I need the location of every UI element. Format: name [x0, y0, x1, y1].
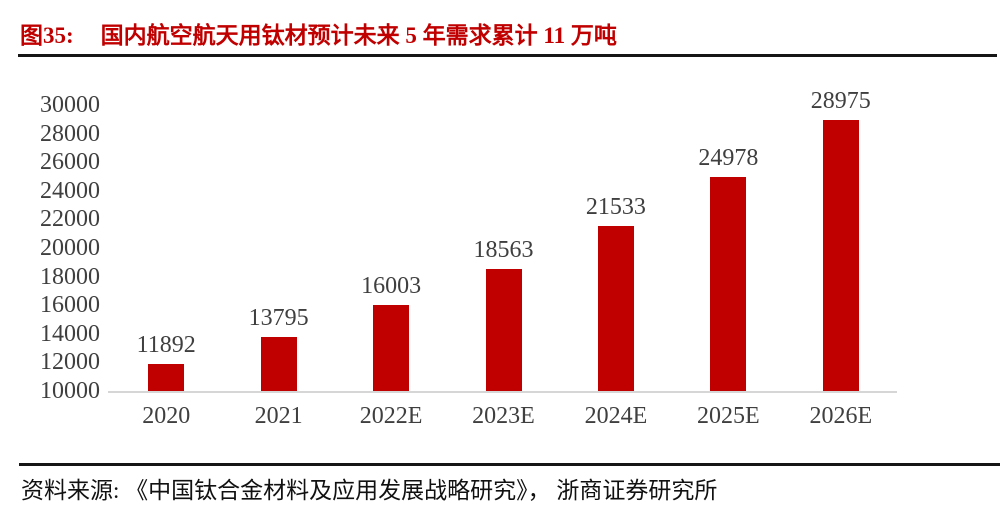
bar-value-label: 18563 [473, 236, 534, 263]
x-tick-label: 2025E [697, 403, 760, 429]
bar [148, 363, 185, 391]
bar-value-label: 11892 [136, 331, 196, 358]
bar-value-label: 16003 [361, 273, 422, 300]
x-axis-line [108, 391, 897, 393]
x-tick-label: 2023E [472, 403, 535, 429]
y-tick-label: 28000 [40, 120, 100, 147]
y-tick-label: 10000 [40, 378, 100, 404]
bar [822, 119, 859, 391]
y-tick-label: 12000 [40, 349, 100, 376]
bar [597, 226, 634, 391]
figure-number: 图35: [20, 23, 74, 48]
footer-divider [19, 463, 1000, 466]
y-tick-label: 22000 [40, 206, 100, 233]
y-tick-label: 30000 [40, 92, 100, 118]
x-tick-label: 2021 [254, 403, 303, 429]
y-tick-label: 16000 [40, 292, 100, 319]
y-tick-label: 24000 [40, 177, 100, 204]
bar [373, 305, 410, 391]
x-tick-label: 2020 [142, 403, 191, 429]
y-tick-label: 14000 [40, 320, 100, 347]
x-tick-label: 2026E [809, 403, 873, 429]
x-tick-label: 2024E [584, 403, 648, 429]
source-note: 资料来源: 《中国钛合金材料及应用发展战略研究》， 浙商证券研究所 [21, 471, 717, 505]
figure-title: 国内航空航天用钛材预计未来 5 年需求累计 11 万吨 [100, 23, 617, 48]
header-divider [18, 54, 997, 57]
x-tick-label: 2022E [359, 403, 423, 429]
source-text: 资料来源: 《中国钛合金材料及应用发展战略研究》， 浙商证券研究所 [21, 478, 718, 503]
bar-value-label: 13795 [248, 304, 309, 331]
bar-value-label: 24978 [698, 144, 759, 171]
figure-header: 图35: 国内航空航天用钛材预计未来 5 年需求累计 11 万吨 [20, 16, 617, 50]
y-tick-label: 26000 [40, 149, 100, 176]
bar-value-label: 28975 [810, 87, 871, 114]
bar-value-label: 21533 [585, 194, 646, 221]
y-tick-label: 18000 [40, 263, 100, 290]
bar [485, 268, 522, 391]
bar [710, 176, 747, 391]
bar [260, 336, 297, 391]
y-tick-label: 20000 [40, 235, 100, 261]
